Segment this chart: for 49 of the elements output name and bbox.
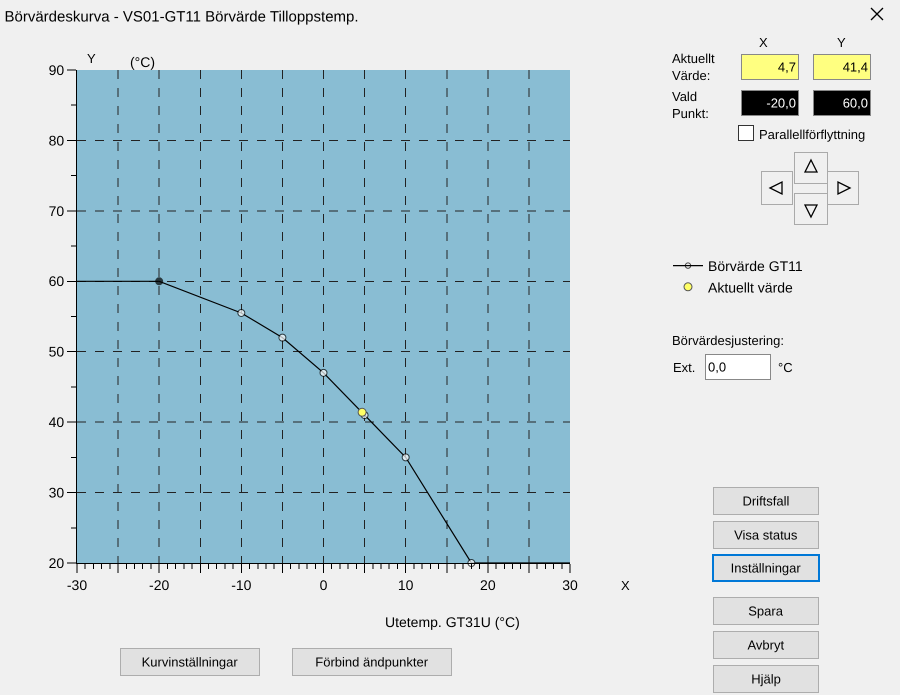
y-tick-label: 50	[48, 344, 64, 360]
y-tick-label: 30	[48, 484, 64, 500]
text: X	[759, 35, 768, 50]
y-tick-label: 90	[48, 62, 64, 78]
text: Vald Punkt:	[672, 89, 709, 121]
text: 60,0	[842, 96, 868, 110]
point	[320, 368, 328, 377]
text: Visa status	[734, 528, 798, 542]
text: Hjälp	[751, 672, 781, 686]
text: Börvärdesjustering:	[672, 333, 784, 348]
text: X	[621, 578, 630, 593]
point	[155, 277, 164, 286]
point	[237, 308, 246, 317]
text: 4,7	[778, 60, 796, 74]
point	[278, 334, 286, 342]
text: Parallellförflyttning	[759, 127, 866, 142]
x-axis-title: Utetemp. GT31U (°C)	[385, 614, 520, 630]
text: Y	[87, 51, 96, 66]
point	[402, 453, 410, 462]
text: Driftsfall	[742, 494, 790, 508]
point	[358, 408, 367, 417]
x-tick-label: 30	[562, 576, 578, 593]
y-tick-label: 60	[48, 273, 64, 290]
text: Aktuellt Värde:	[672, 51, 716, 83]
text: -20,0	[766, 96, 796, 110]
x-tick-label: -30	[66, 576, 88, 593]
y-tick-label: 40	[48, 414, 64, 430]
y-tick-label: 70	[48, 202, 64, 219]
y-tick-label: 20	[48, 554, 64, 571]
text: °C	[778, 360, 793, 375]
legend-label: Börvärde GT11	[708, 258, 803, 274]
x-tick-label: -10	[231, 576, 252, 593]
y-axis-title: (°C)	[130, 54, 156, 70]
chart-title: Börvärdeskurva - VS01-GT11 Börvärde Tilloppstemp.	[4, 8, 359, 26]
text: 41,4	[842, 60, 868, 74]
text: Spara	[748, 604, 784, 618]
text: Avbryt	[748, 638, 784, 652]
text: Förbind ändpunkter	[315, 654, 429, 670]
text: 0,0	[708, 360, 726, 374]
x-tick-label: 10	[398, 576, 414, 593]
x-tick-label: 20	[480, 576, 496, 593]
text: Ext.	[673, 360, 696, 375]
x-tick-label: -20	[149, 576, 170, 593]
text: Inställningar	[730, 560, 802, 576]
text: Y	[837, 35, 846, 50]
legend-label: Aktuellt värde	[708, 279, 794, 296]
x-tick-label: 0	[320, 576, 328, 593]
text: Kurvinställningar	[142, 654, 238, 670]
y-tick-label: 80	[48, 132, 64, 148]
